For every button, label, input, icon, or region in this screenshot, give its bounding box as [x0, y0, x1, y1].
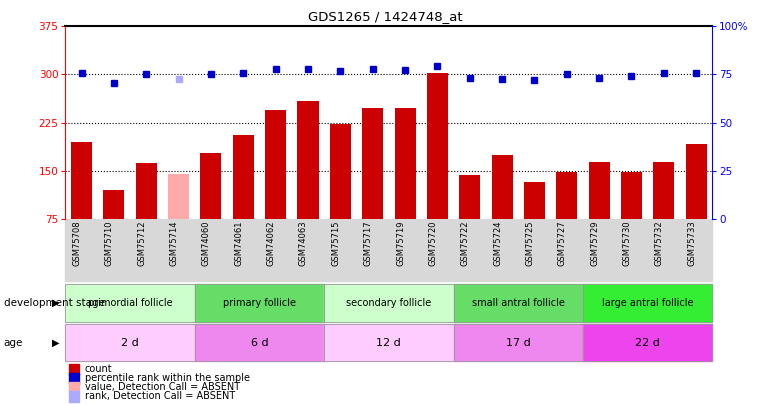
Bar — [233, 135, 254, 219]
Bar — [394, 108, 416, 219]
Text: GSM74060: GSM74060 — [202, 221, 211, 266]
Bar — [136, 163, 157, 219]
Bar — [653, 162, 675, 219]
Bar — [588, 162, 610, 219]
Text: 6 d: 6 d — [251, 338, 268, 347]
Bar — [491, 155, 513, 219]
Text: large antral follicle: large antral follicle — [602, 298, 693, 308]
Text: GSM75720: GSM75720 — [428, 221, 437, 266]
Text: GSM75729: GSM75729 — [590, 221, 599, 266]
Bar — [362, 108, 383, 219]
Text: percentile rank within the sample: percentile rank within the sample — [85, 373, 249, 383]
Text: GSM75717: GSM75717 — [363, 221, 373, 266]
Text: GDS1265 / 1424748_at: GDS1265 / 1424748_at — [308, 10, 462, 23]
Bar — [556, 172, 578, 219]
Text: small antral follicle: small antral follicle — [472, 298, 564, 308]
Bar — [524, 181, 545, 219]
Text: count: count — [85, 364, 112, 374]
Text: GSM75715: GSM75715 — [331, 221, 340, 266]
Bar — [265, 110, 286, 219]
Bar — [200, 153, 222, 219]
Text: GSM75724: GSM75724 — [493, 221, 502, 266]
Bar — [685, 144, 707, 219]
Text: primordial follicle: primordial follicle — [88, 298, 172, 308]
Bar — [459, 175, 480, 219]
Bar — [297, 101, 319, 219]
Text: GSM75714: GSM75714 — [169, 221, 179, 266]
Bar — [168, 174, 189, 219]
Text: GSM75719: GSM75719 — [396, 221, 405, 266]
Text: GSM75708: GSM75708 — [72, 221, 82, 266]
Bar — [427, 73, 448, 219]
Bar — [71, 142, 92, 219]
Text: 17 d: 17 d — [506, 338, 531, 347]
Text: 2 d: 2 d — [121, 338, 139, 347]
Text: 22 d: 22 d — [635, 338, 660, 347]
Text: GSM75722: GSM75722 — [460, 221, 470, 266]
Text: primary follicle: primary follicle — [223, 298, 296, 308]
Text: GSM75727: GSM75727 — [557, 221, 567, 266]
Text: GSM75730: GSM75730 — [622, 221, 631, 266]
Text: age: age — [4, 338, 23, 347]
Bar — [103, 190, 125, 219]
Text: secondary follicle: secondary follicle — [346, 298, 431, 308]
Text: GSM75725: GSM75725 — [525, 221, 534, 266]
Text: 12 d: 12 d — [377, 338, 401, 347]
Text: value, Detection Call = ABSENT: value, Detection Call = ABSENT — [85, 382, 239, 392]
Text: GSM74061: GSM74061 — [234, 221, 243, 266]
Text: rank, Detection Call = ABSENT: rank, Detection Call = ABSENT — [85, 391, 235, 401]
Text: GSM74063: GSM74063 — [299, 221, 308, 266]
Bar — [621, 172, 642, 219]
Text: GSM75733: GSM75733 — [687, 221, 696, 266]
Text: ▶: ▶ — [52, 298, 59, 308]
Text: GSM74062: GSM74062 — [266, 221, 276, 266]
Text: GSM75710: GSM75710 — [105, 221, 114, 266]
Bar — [330, 124, 351, 219]
Text: GSM75732: GSM75732 — [654, 221, 664, 266]
Text: GSM75712: GSM75712 — [137, 221, 146, 266]
Text: ▶: ▶ — [52, 338, 59, 347]
Text: development stage: development stage — [4, 298, 105, 308]
